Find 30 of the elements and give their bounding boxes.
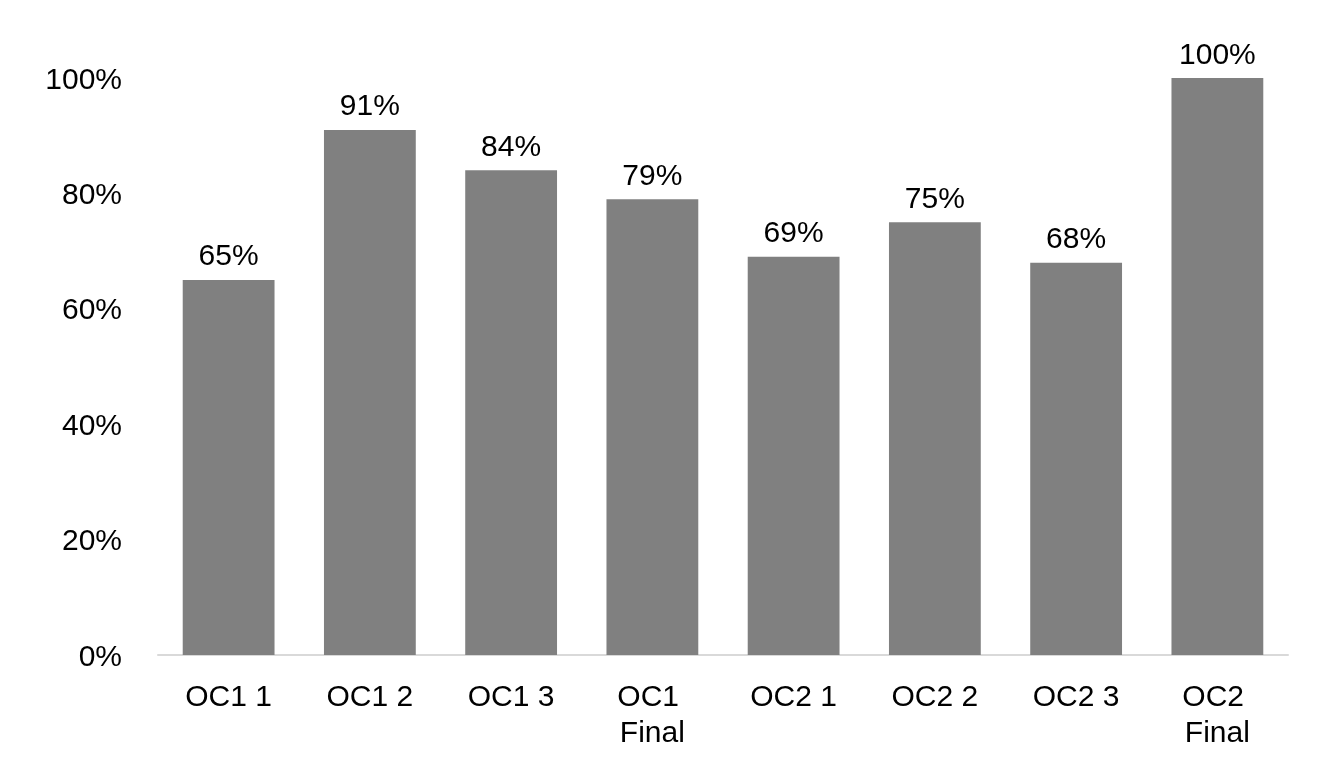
x-tick-label: OC1 2	[326, 678, 414, 712]
bar	[747, 256, 840, 655]
x-tick-label: OC2 Final	[1182, 678, 1253, 748]
data-label: 69%	[763, 215, 824, 249]
x-tick-label: OC1 1	[185, 678, 272, 712]
x-tick-label: OC2 1	[750, 678, 837, 712]
y-tick-label: 0%	[78, 638, 122, 672]
bar	[323, 129, 416, 655]
data-label: 84%	[481, 128, 542, 162]
y-tick-label: 80%	[61, 176, 122, 210]
data-label: 65%	[198, 238, 259, 272]
data-label: 100%	[1179, 36, 1256, 70]
data-label: 91%	[339, 88, 400, 122]
x-tick-label: OC2 2	[891, 678, 979, 712]
bar	[1030, 262, 1123, 655]
bar	[606, 199, 699, 655]
y-tick-label: 40%	[61, 407, 122, 441]
bar	[1171, 78, 1264, 655]
y-tick-label: 100%	[45, 61, 122, 95]
data-label: 79%	[622, 157, 683, 191]
data-label: 75%	[904, 180, 965, 214]
y-tick-label: 20%	[61, 523, 122, 557]
x-tick-label: OC2 3	[1032, 678, 1120, 712]
x-tick-label: OC1 3	[467, 678, 555, 712]
y-tick-label: 60%	[61, 292, 122, 326]
bar	[465, 170, 558, 655]
bar	[888, 222, 981, 655]
x-tick-label: OC1 Final	[617, 678, 688, 748]
data-label: 68%	[1046, 221, 1107, 255]
bar	[182, 279, 275, 655]
